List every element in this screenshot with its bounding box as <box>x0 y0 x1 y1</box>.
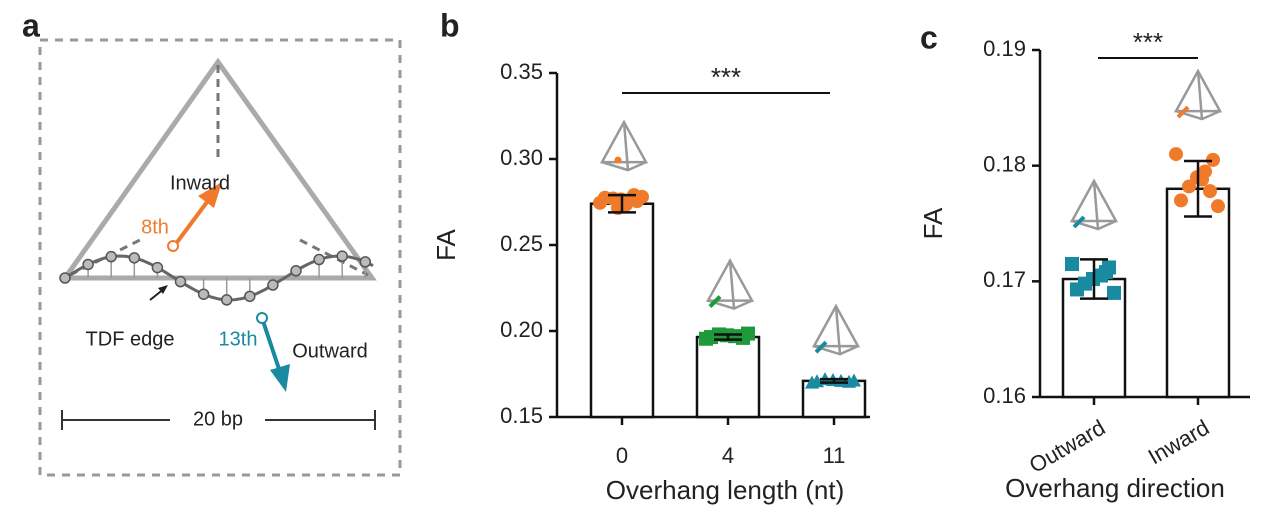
bead <box>336 250 348 262</box>
bead <box>59 272 71 284</box>
y-tick-label: 0.15 <box>500 403 543 428</box>
point <box>1206 152 1220 167</box>
y-axis-label: FA <box>918 207 948 239</box>
bead <box>359 256 372 268</box>
icon-part <box>708 295 722 308</box>
icon-part <box>614 156 622 164</box>
label: Inward <box>170 172 230 194</box>
bead <box>313 253 325 266</box>
y-tick-label: 0.25 <box>500 231 543 256</box>
bead <box>290 265 302 277</box>
point <box>1169 147 1183 162</box>
panel-label: c <box>920 19 938 55</box>
diagram: Inward 8th TDF edge 13th Outward 20 bp <box>38 38 402 477</box>
arrow <box>260 317 282 373</box>
point <box>1107 285 1121 300</box>
arrowhead <box>270 364 290 392</box>
point <box>847 373 861 387</box>
icon-part <box>811 303 861 348</box>
x-tick-label: 4 <box>722 443 734 468</box>
marker <box>256 312 268 324</box>
x-tick-label: 11 <box>823 443 846 468</box>
point <box>1099 265 1113 280</box>
label: 13th <box>219 328 258 350</box>
icon-part <box>1176 105 1190 119</box>
y-axis-label: FA <box>431 228 461 260</box>
helix <box>59 250 374 306</box>
bar <box>695 335 761 419</box>
bead <box>244 290 256 303</box>
arrowhead <box>198 182 222 208</box>
point <box>1211 199 1225 214</box>
x-axis-label: Overhang direction <box>1005 473 1225 503</box>
y-tick-label: 0.17 <box>983 267 1026 292</box>
point <box>704 330 718 345</box>
y-tick-label: 0.19 <box>983 36 1026 61</box>
label: Outward <box>292 340 368 362</box>
y-tick-label: 0.16 <box>983 383 1026 408</box>
icon-part <box>622 122 630 171</box>
y-tick-label: 0.20 <box>500 317 543 342</box>
icon-part <box>1069 178 1119 223</box>
label: TDF edge <box>86 328 175 350</box>
icon-part <box>1072 215 1086 229</box>
x-axis-label: Overhang length (nt) <box>606 475 844 505</box>
icon <box>1069 178 1119 231</box>
icon-part <box>728 260 736 309</box>
bead <box>174 275 187 288</box>
x-tick-label: 0 <box>616 443 628 468</box>
point <box>598 190 612 205</box>
bead <box>151 261 164 274</box>
icon-part <box>1092 180 1100 230</box>
bead <box>267 279 279 291</box>
icon-part <box>1173 68 1223 113</box>
triangle <box>60 57 377 281</box>
bar <box>1165 187 1231 399</box>
significance: *** <box>711 62 741 92</box>
icon <box>599 119 649 172</box>
icon-part <box>705 257 755 302</box>
label: 20 bp <box>193 408 243 430</box>
arrow <box>173 196 212 247</box>
bead <box>220 294 233 306</box>
x-tick-label: Outward <box>1025 415 1110 478</box>
icon-part <box>1196 70 1204 120</box>
label: 8th <box>141 216 169 238</box>
frame <box>38 38 402 477</box>
panel-label: b <box>440 7 460 43</box>
bead <box>82 258 94 271</box>
icon <box>811 303 861 356</box>
icon-part <box>599 119 649 164</box>
bar <box>589 202 655 419</box>
bead <box>128 252 141 264</box>
point <box>1065 256 1079 271</box>
panel-label: a <box>22 7 40 43</box>
marker <box>167 240 179 252</box>
point <box>1182 179 1196 194</box>
point <box>810 374 824 388</box>
icon <box>705 257 755 310</box>
significance: *** <box>1133 27 1163 57</box>
x-tick-label: Inward <box>1144 415 1214 470</box>
bead <box>105 250 117 263</box>
point <box>1203 184 1217 199</box>
icon <box>1173 68 1223 121</box>
y-tick-label: 0.18 <box>983 151 1026 176</box>
icon-part <box>834 306 842 355</box>
point <box>741 326 755 341</box>
y-tick-label: 0.30 <box>500 145 543 170</box>
bead <box>197 288 210 300</box>
point <box>1070 282 1084 297</box>
icon-part <box>814 340 828 354</box>
arrowhead <box>158 285 168 294</box>
y-tick-label: 0.35 <box>500 59 543 84</box>
point <box>1174 193 1188 208</box>
dashed-line <box>299 238 369 277</box>
